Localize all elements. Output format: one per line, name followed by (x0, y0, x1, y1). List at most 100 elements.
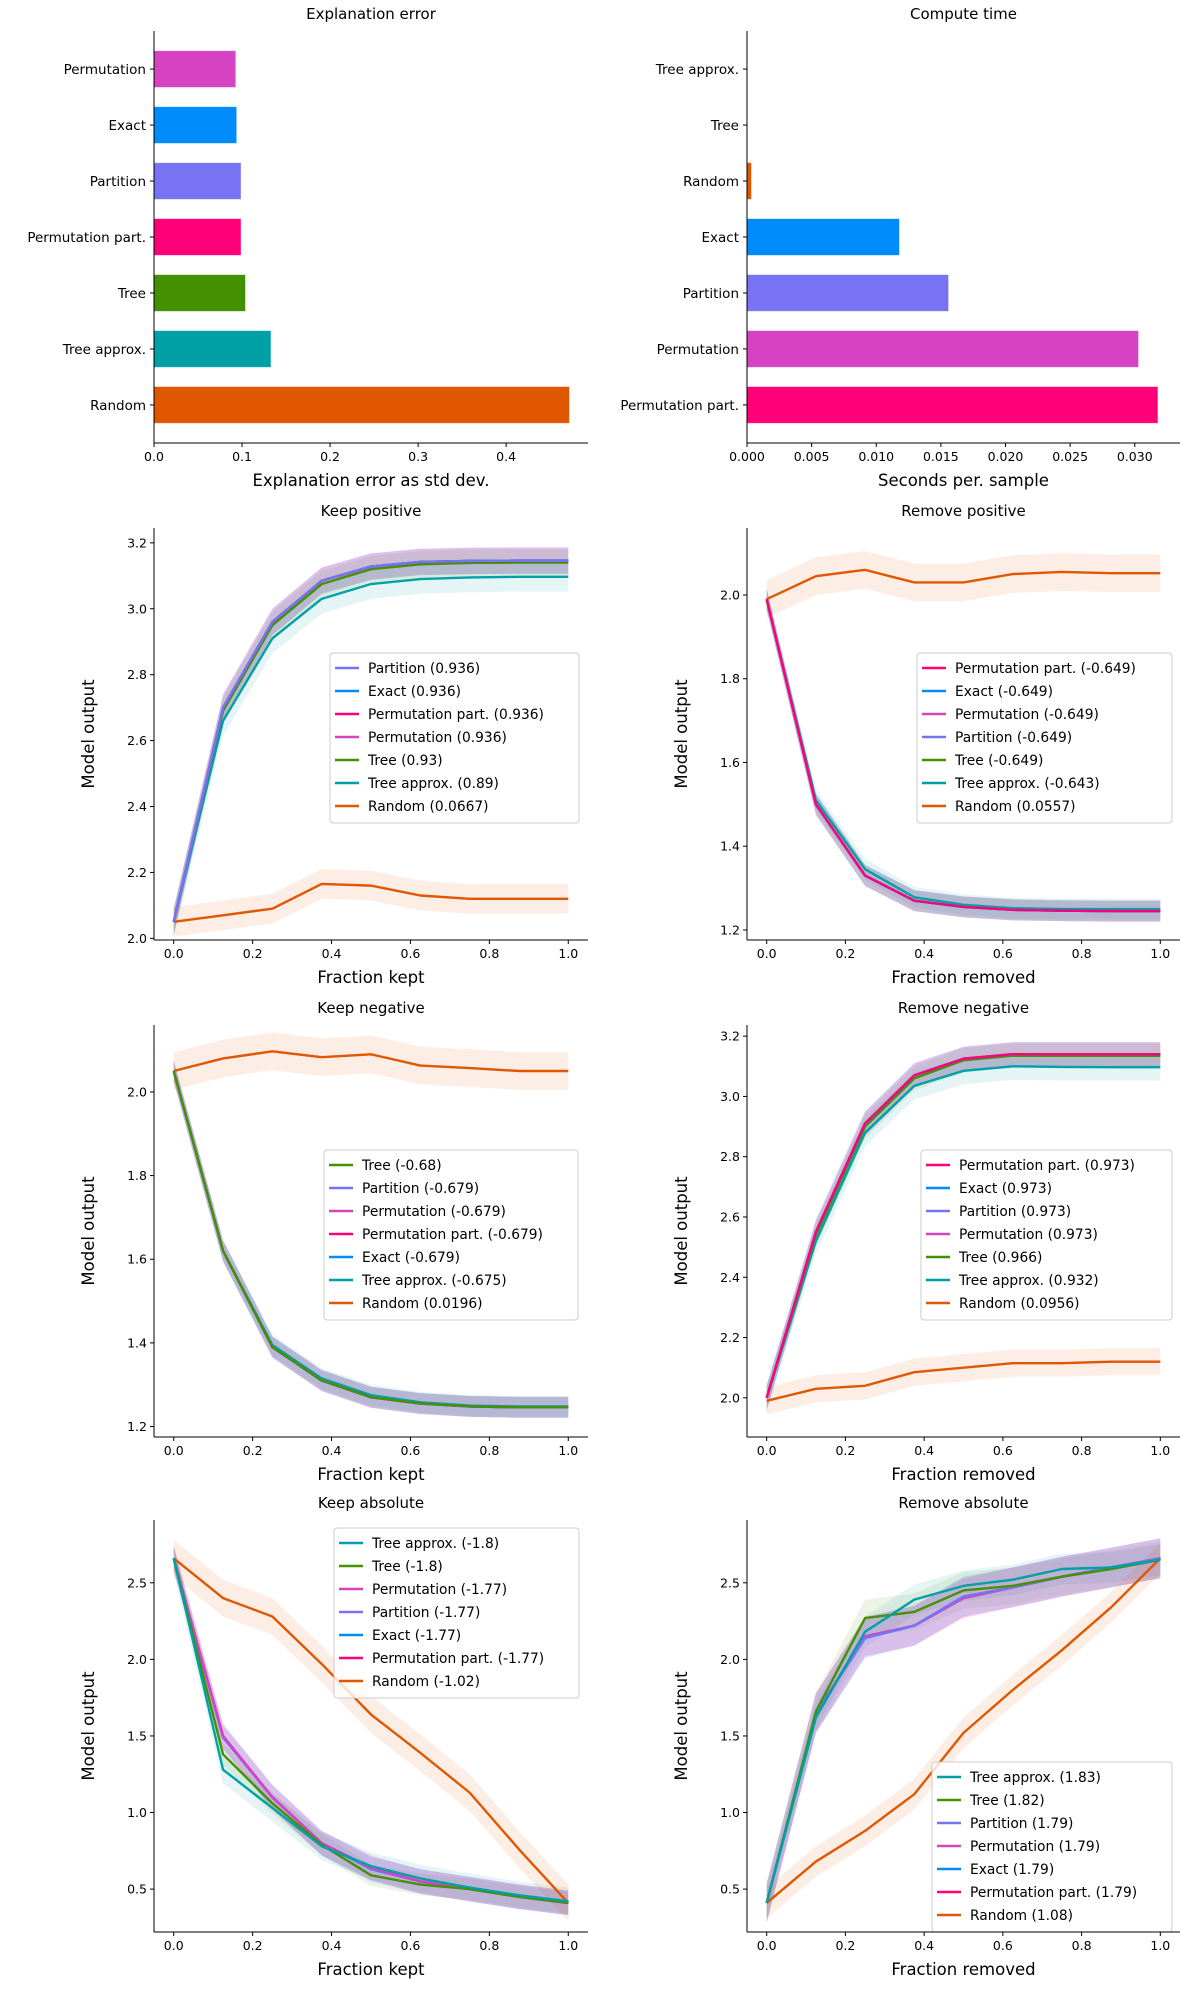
y-tick-label: 1.2 (720, 922, 740, 937)
panel-keep-absolute: Keep absolute Fraction kept Model output 0.… (79, 1494, 588, 1979)
legend-entry: Tree (1.82) (969, 1793, 1045, 1809)
x-tick-label: 0.020 (988, 449, 1024, 464)
legend: Tree (-0.68) Partition (-0.679) Permutatio… (323, 1149, 579, 1321)
y-tick-label: Tree approx. (62, 342, 146, 358)
x-tick-label: 0.2 (320, 449, 340, 464)
y-tick-label: 2.2 (720, 1330, 740, 1345)
y-tick-label: 2.5 (127, 1575, 147, 1590)
y-tick-label: 3.2 (720, 1029, 740, 1044)
legend-entry: Random (0.0667) (368, 799, 489, 815)
chart-title: Remove positive (901, 502, 1025, 520)
series-line-tree (765, 1054, 1161, 1399)
x-tick-label: 1.0 (1150, 1938, 1170, 1953)
legend-entry: Partition (-0.649) (955, 730, 1072, 746)
series-line-tree-approx- (172, 1558, 569, 1903)
x-tick-label: 0.0 (757, 946, 777, 961)
x-tick-label: 0.0 (164, 1938, 184, 1953)
series-line-random (172, 1557, 570, 1904)
y-tick-label: 2.4 (127, 799, 147, 814)
x-tick-label: 0.4 (914, 946, 934, 961)
legend-frame (916, 652, 1173, 824)
legend-entry: Permutation (-1.77) (372, 1582, 507, 1598)
x-tick-label: 0.2 (243, 1443, 263, 1458)
y-tick-label: 0.5 (720, 1882, 740, 1897)
x-axis-label: Fraction removed (891, 1465, 1035, 1484)
legend-entry: Permutation (-0.649) (955, 707, 1099, 723)
x-axis-label: Fraction kept (317, 1465, 425, 1484)
y-axis-label: Model output (79, 679, 98, 789)
legend-entry: Partition (-1.77) (372, 1605, 480, 1621)
confidence-band (766, 1052, 1161, 1412)
series-line-random (766, 1360, 1161, 1402)
x-tick-label: 0.010 (858, 449, 894, 464)
x-tick-label: 1.0 (558, 946, 578, 961)
y-axis-label: Model output (79, 1671, 98, 1781)
chart-title: Explanation error (306, 5, 437, 23)
x-tick-label: 0.6 (993, 1938, 1013, 1953)
x-tick-label: 0.3 (408, 449, 428, 464)
legend-frame (333, 1527, 580, 1699)
legend: Partition (0.936) Exact (0.936) Permutatio… (329, 652, 580, 824)
x-tick-label: 0.0 (164, 1443, 184, 1458)
x-axis-label: Explanation error as std dev. (252, 471, 489, 490)
y-tick-label: 3.2 (127, 535, 147, 550)
chart-title: Compute time (910, 5, 1017, 23)
bar-permutation-part- (746, 385, 1159, 424)
x-tick-label: 0.2 (243, 946, 263, 961)
legend-entry: Exact (1.79) (970, 1862, 1054, 1878)
legend-entry: Tree approx. (1.83) (969, 1770, 1101, 1786)
legend-entry: Tree approx. (0.89) (367, 776, 499, 792)
bar-permutation-part- (153, 218, 242, 256)
panel-remove-positive: Remove positive Fraction removed Model out… (672, 502, 1180, 987)
legend-entry: Partition (0.973) (959, 1204, 1071, 1220)
bar-exact (153, 106, 238, 145)
legend-entry: Exact (-1.77) (372, 1628, 461, 1644)
x-tick-label: 0.6 (993, 1443, 1013, 1458)
x-tick-label: 0.8 (479, 1443, 499, 1458)
y-tick-label: 2.0 (127, 1652, 147, 1667)
x-axis-label: Seconds per. sample (878, 471, 1049, 490)
y-tick-label: 1.6 (720, 755, 740, 770)
y-tick-label: Permutation part. (620, 398, 739, 414)
y-tick-label: Random (683, 174, 739, 190)
legend-entry: Permutation part. (1.79) (970, 1885, 1137, 1901)
legend-frame (329, 652, 580, 824)
x-tick-label: 0.6 (401, 946, 421, 961)
y-tick-label: Exact (108, 118, 146, 134)
confidence-band (766, 1538, 1161, 1923)
legend-entry: Partition (0.936) (368, 661, 480, 677)
x-axis-label: Fraction kept (317, 1960, 425, 1979)
bar-random (746, 162, 753, 200)
legend-entry: Random (-1.02) (372, 1674, 480, 1690)
chart-title: Keep absolute (318, 1494, 424, 1512)
legend-entry: Exact (-0.649) (955, 684, 1053, 700)
y-axis-label: Model output (79, 1176, 98, 1286)
series-line-tree-approx- (172, 575, 569, 923)
legend: Permutation part. (0.973) Exact (0.973) Pa… (920, 1149, 1173, 1321)
legend-entry: Permutation (0.936) (368, 730, 507, 746)
legend-entry: Exact (0.973) (959, 1181, 1052, 1197)
y-tick-label: 2.2 (127, 865, 147, 880)
confidence-band (173, 1539, 569, 1922)
bar-partition (746, 274, 950, 312)
legend-entry: Permutation part. (-1.77) (372, 1651, 544, 1667)
legend-entry: Partition (1.79) (970, 1816, 1073, 1832)
y-axis-label: Model output (672, 1176, 691, 1286)
series-line-random (766, 568, 1161, 601)
x-tick-label: 0.0 (144, 449, 164, 464)
y-tick-label: Permutation (657, 342, 739, 358)
legend-entry: Random (0.0557) (955, 799, 1076, 815)
y-tick-label: 2.4 (720, 1270, 740, 1285)
y-tick-label: 1.2 (127, 1419, 147, 1434)
y-tick-label: 3.0 (720, 1089, 740, 1104)
legend-entry: Tree approx. (-0.675) (361, 1273, 507, 1289)
y-tick-label: 1.5 (127, 1728, 147, 1743)
series-line-tree-approx- (765, 1558, 1161, 1904)
y-tick-label: Permutation part. (27, 230, 146, 246)
legend-entry: Permutation part. (0.973) (959, 1158, 1135, 1174)
bar-tree-approx- (153, 329, 272, 368)
y-tick-label: Partition (683, 286, 739, 302)
x-tick-label: 0.2 (835, 946, 855, 961)
legend-entry: Tree (0.966) (958, 1250, 1042, 1266)
confidence-band (766, 1538, 1161, 1923)
